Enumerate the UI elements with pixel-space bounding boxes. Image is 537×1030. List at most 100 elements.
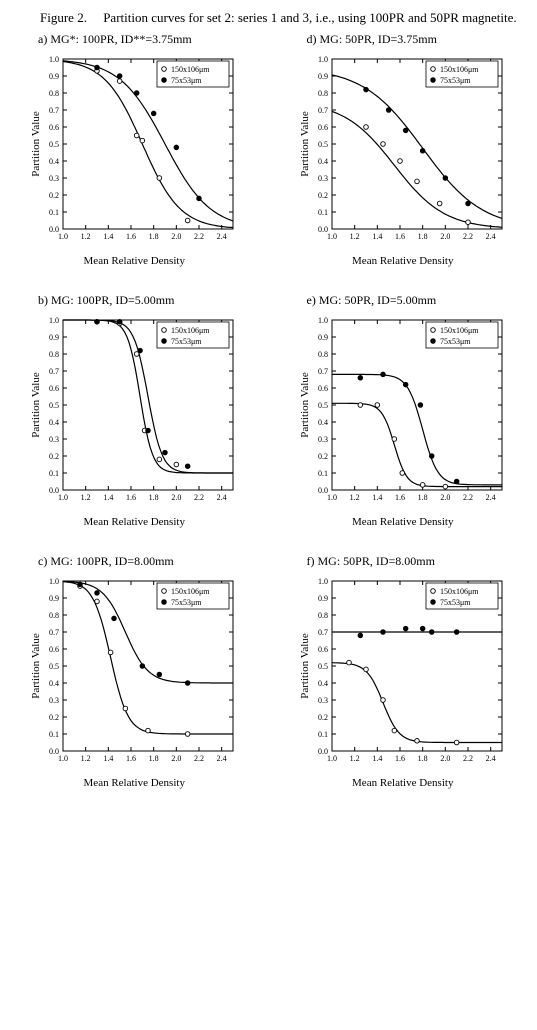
data-point-open [135, 133, 140, 138]
svg-text:0.8: 0.8 [318, 350, 328, 359]
data-point-filled [429, 454, 434, 459]
data-point-filled [443, 176, 448, 181]
panel-a: a) MG*: 100PR, ID**=3.75mm0.00.10.20.30.… [10, 32, 259, 267]
svg-text:1.0: 1.0 [58, 754, 68, 763]
panel-title-c: c) MG: 100PR, ID=8.00mm [10, 554, 174, 569]
data-point-open [157, 176, 162, 181]
data-point-filled [146, 428, 151, 433]
data-point-filled [140, 664, 145, 669]
data-point-open [437, 201, 442, 206]
svg-text:0.4: 0.4 [49, 157, 59, 166]
svg-text:0.1: 0.1 [318, 469, 328, 478]
svg-text:0.3: 0.3 [318, 696, 328, 705]
svg-text:0.2: 0.2 [318, 452, 328, 461]
svg-text:1.8: 1.8 [417, 232, 427, 241]
svg-text:0.3: 0.3 [318, 435, 328, 444]
data-point-filled [403, 382, 408, 387]
svg-text:2.0: 2.0 [440, 232, 450, 241]
svg-text:1.2: 1.2 [81, 493, 91, 502]
data-point-filled [380, 630, 385, 635]
svg-text:75x53μm: 75x53μm [440, 598, 471, 607]
data-point-open [363, 667, 368, 672]
data-point-filled [163, 450, 168, 455]
svg-text:0.1: 0.1 [49, 469, 59, 478]
svg-text:0.9: 0.9 [49, 594, 59, 603]
data-point-open [392, 728, 397, 733]
svg-text:0.2: 0.2 [318, 713, 328, 722]
svg-text:0.4: 0.4 [318, 157, 328, 166]
svg-text:2.4: 2.4 [217, 754, 227, 763]
svg-text:0.4: 0.4 [318, 418, 328, 427]
y-axis-label: Partition Value [299, 111, 311, 177]
svg-text:0.4: 0.4 [49, 418, 59, 427]
svg-text:1.8: 1.8 [417, 754, 427, 763]
svg-text:75x53μm: 75x53μm [440, 337, 471, 346]
svg-text:0.6: 0.6 [318, 384, 328, 393]
svg-text:0.6: 0.6 [49, 384, 59, 393]
data-point-open [346, 660, 351, 665]
x-axis-label: Mean Relative Density [84, 777, 185, 789]
fit-curve [332, 663, 502, 743]
data-point-open [397, 159, 402, 164]
svg-text:75x53μm: 75x53μm [171, 337, 202, 346]
svg-text:1.8: 1.8 [417, 493, 427, 502]
data-point-filled [95, 591, 100, 596]
svg-text:1.4: 1.4 [372, 754, 382, 763]
svg-text:1.2: 1.2 [81, 232, 91, 241]
data-point-filled [138, 348, 143, 353]
data-point-open [414, 179, 419, 184]
data-point-filled [380, 372, 385, 377]
svg-text:0.9: 0.9 [318, 72, 328, 81]
data-point-filled [197, 196, 202, 201]
fit-curve [332, 75, 502, 219]
data-point-filled [429, 630, 434, 635]
data-point-open [392, 437, 397, 442]
data-point-open [174, 462, 179, 467]
svg-text:150x106μm: 150x106μm [171, 326, 210, 335]
data-point-open [380, 142, 385, 147]
x-axis-label: Mean Relative Density [84, 255, 185, 267]
svg-text:0.1: 0.1 [318, 208, 328, 217]
svg-text:0.8: 0.8 [49, 350, 59, 359]
svg-text:150x106μm: 150x106μm [171, 587, 210, 596]
legend: 150x106μm75x53μm [426, 322, 498, 348]
svg-text:1.8: 1.8 [149, 232, 159, 241]
panel-d: d) MG: 50PR, ID=3.75mm0.00.10.20.30.40.5… [279, 32, 528, 267]
svg-text:75x53μm: 75x53μm [171, 76, 202, 85]
data-point-open [123, 706, 128, 711]
svg-text:0.5: 0.5 [49, 140, 59, 149]
svg-text:75x53μm: 75x53μm [171, 598, 202, 607]
svg-text:0.7: 0.7 [318, 367, 328, 376]
data-point-open [363, 125, 368, 130]
x-axis-label: Mean Relative Density [352, 777, 453, 789]
y-axis-label: Partition Value [30, 633, 42, 699]
svg-text:0.7: 0.7 [318, 106, 328, 115]
legend: 150x106μm 75x53μm [157, 322, 229, 348]
svg-text:2.2: 2.2 [463, 754, 473, 763]
svg-text:0.7: 0.7 [318, 628, 328, 637]
svg-text:1.2: 1.2 [349, 493, 359, 502]
svg-text:1.0: 1.0 [49, 55, 59, 64]
svg-text:1.6: 1.6 [126, 493, 136, 502]
x-axis-label: Mean Relative Density [352, 255, 453, 267]
data-point-open [443, 484, 448, 489]
svg-text:2.4: 2.4 [485, 754, 495, 763]
panel-grid: a) MG*: 100PR, ID**=3.75mm0.00.10.20.30.… [10, 32, 527, 789]
svg-text:150x106μm: 150x106μm [440, 587, 479, 596]
data-point-filled [157, 672, 162, 677]
data-point-filled [420, 626, 425, 631]
chart-d: 0.00.10.20.30.40.50.60.70.80.91.01.01.21… [298, 53, 508, 251]
data-point-filled [358, 633, 363, 638]
svg-text:1.8: 1.8 [149, 493, 159, 502]
data-point-open [465, 220, 470, 225]
panel-b: b) MG: 100PR, ID=5.00mm0.00.10.20.30.40.… [10, 293, 259, 528]
legend: 150x106μm75x53μm [426, 61, 498, 87]
data-point-open [118, 79, 123, 84]
svg-text:1.4: 1.4 [104, 493, 114, 502]
svg-text:0.5: 0.5 [49, 401, 59, 410]
svg-text:0.1: 0.1 [49, 730, 59, 739]
svg-text:0.3: 0.3 [49, 435, 59, 444]
data-point-filled [386, 108, 391, 113]
svg-text:0.2: 0.2 [318, 191, 328, 200]
y-axis-label: Partition Value [299, 633, 311, 699]
